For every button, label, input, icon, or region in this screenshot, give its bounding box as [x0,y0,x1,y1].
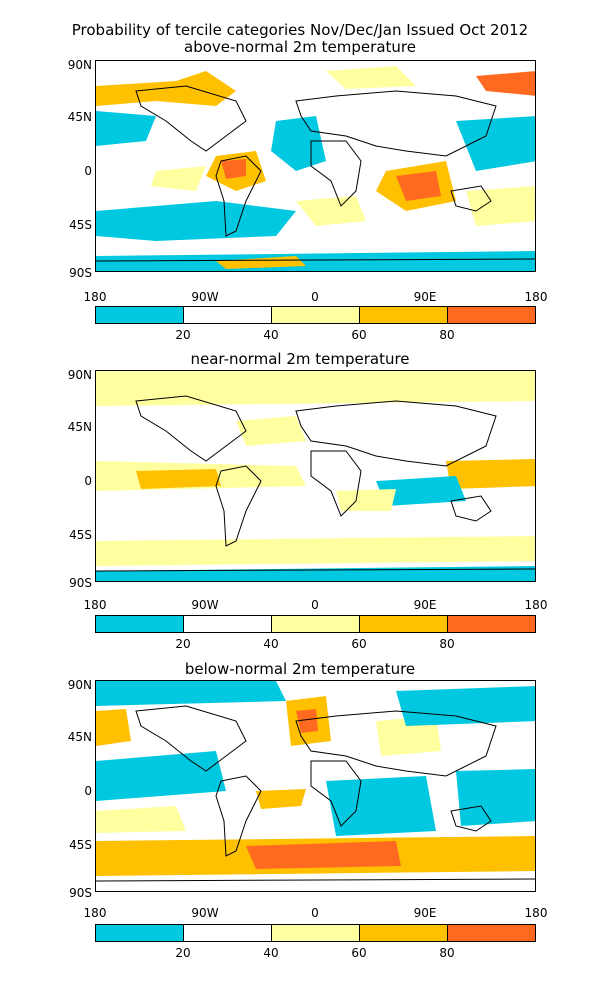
lat-label: 45N [67,420,92,434]
map-near-normal [95,370,536,582]
lat-label: 45S [69,838,92,852]
colorbar-label: 40 [263,637,279,651]
colorbar-segment [184,616,272,632]
map-near-graphic [96,371,535,581]
colorbar-label: 80 [439,637,455,651]
lat-label: 0 [84,784,92,798]
lat-label: 90N [67,678,92,692]
lat-label: 90S [69,266,92,280]
lon-label: 90E [413,598,437,612]
colorbar-segment [272,616,360,632]
colorbar-segment [360,616,448,632]
colorbar-label: 80 [439,946,455,960]
lon-label: 90W [191,598,219,612]
lon-label: 180 [524,598,548,612]
lon-label: 180 [83,290,107,304]
colorbar-near [95,615,536,633]
lat-label: 45N [67,110,92,124]
colorbar-segment [96,616,184,632]
lat-label: 45S [69,528,92,542]
colorbar-segment [96,925,184,941]
panel-title-below: below-normal 2m temperature [184,660,416,678]
prob-fill-above [96,66,535,271]
colorbar-below [95,924,536,942]
coastlines-above [96,85,535,262]
colorbar-segment [272,925,360,941]
colorbar-label: 20 [175,946,191,960]
lon-label: 0 [311,906,319,920]
map-below-normal [95,680,536,892]
lon-label: 0 [311,598,319,612]
map-below-graphic [96,681,535,882]
colorbar-segment [360,925,448,941]
prob-fill-below [96,681,535,876]
map-above-graphic [96,66,535,271]
lon-label: 180 [83,598,107,612]
colorbar-segment [448,925,535,941]
lon-label: 0 [311,290,319,304]
colorbar-label: 60 [351,946,367,960]
coastlines-below [96,705,535,882]
lat-label: 90S [69,886,92,900]
colorbar-label: 60 [351,328,367,342]
colorbar-segment [96,307,184,323]
colorbar-segment [184,307,272,323]
lon-label: 90E [413,290,437,304]
lon-label: 180 [83,906,107,920]
colorbar-segment [360,307,448,323]
colorbar-label: 20 [175,637,191,651]
lon-label: 180 [524,906,548,920]
coastlines-near [96,395,535,572]
colorbar-label: 40 [263,946,279,960]
lat-label: 45N [67,730,92,744]
colorbar-label: 60 [351,637,367,651]
lat-label: 45S [69,218,92,232]
panel-title-above: above-normal 2m temperature [184,38,416,56]
lon-label: 180 [524,290,548,304]
colorbar-label: 80 [439,328,455,342]
figure-title: Probability of tercile categories Nov/De… [71,21,529,39]
lat-label: 90N [67,58,92,72]
lon-label: 90E [413,906,437,920]
lat-label: 90S [69,576,92,590]
lon-label: 90W [191,906,219,920]
lon-label: 90W [191,290,219,304]
lat-label: 0 [84,164,92,178]
lat-label: 90N [67,368,92,382]
map-above-normal [95,60,536,272]
colorbar-segment [184,925,272,941]
colorbar-label: 20 [175,328,191,342]
colorbar-segment [448,307,535,323]
prob-fill-near [96,371,535,581]
panel-title-near: near-normal 2m temperature [190,350,410,368]
colorbar-label: 40 [263,328,279,342]
colorbar-above [95,306,536,324]
colorbar-segment [272,307,360,323]
lat-label: 0 [84,474,92,488]
colorbar-segment [448,616,535,632]
